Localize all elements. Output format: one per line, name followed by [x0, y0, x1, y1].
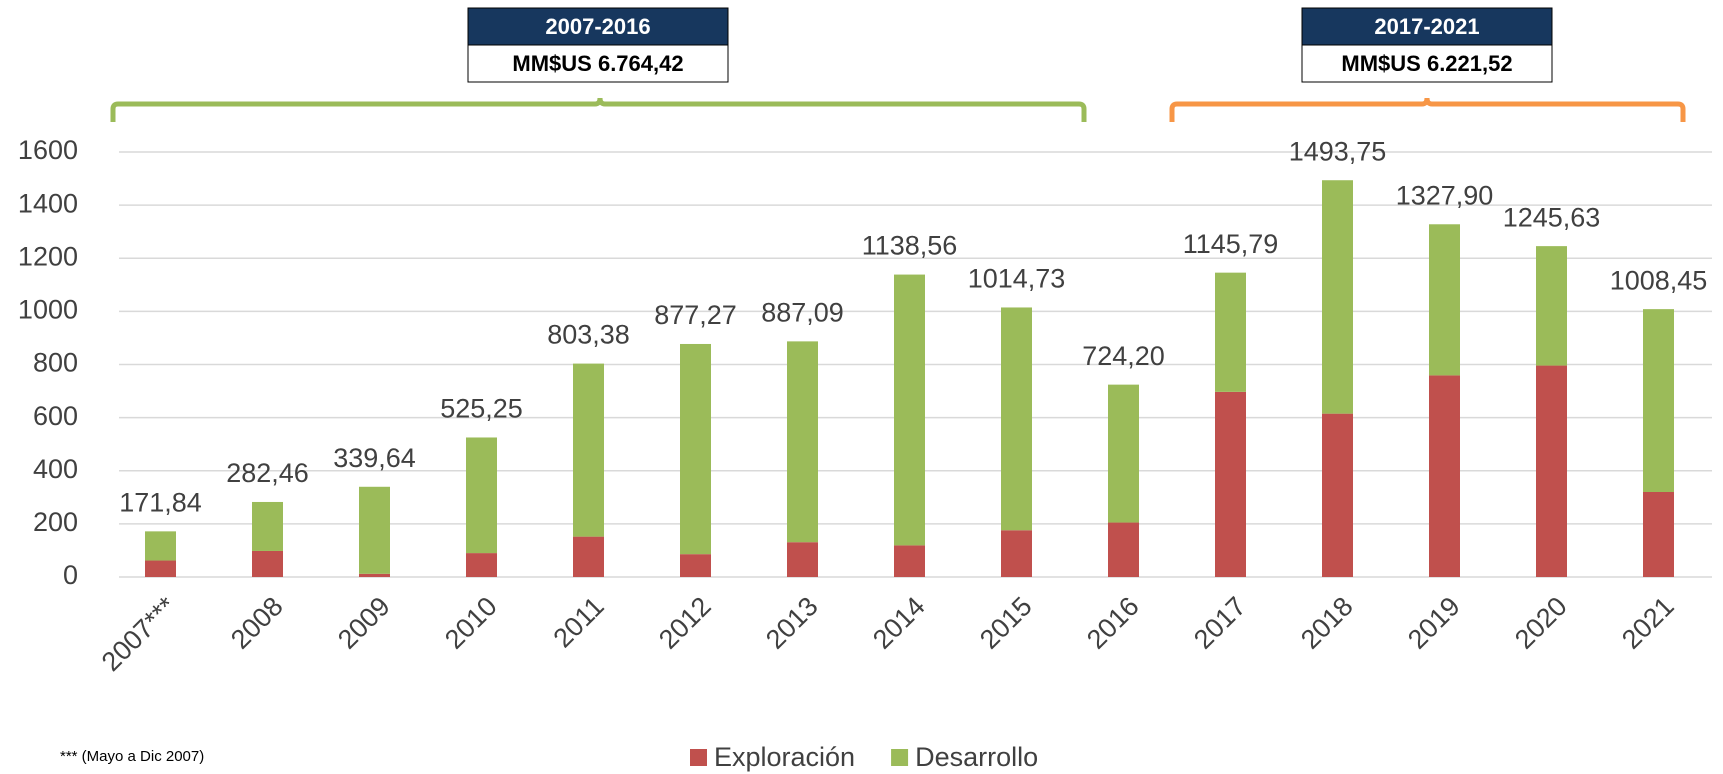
- bar-segment: [1215, 272, 1246, 392]
- bar-segment: [1536, 365, 1567, 577]
- total-label: 1493,75: [1289, 136, 1387, 166]
- bar-segment: [1001, 530, 1032, 577]
- bar-segment: [1108, 522, 1139, 577]
- total-label: 1014,73: [968, 264, 1066, 294]
- legend-swatch: [690, 749, 707, 766]
- x-tick-label: 2007***: [96, 591, 182, 677]
- bar-segment: [787, 341, 818, 543]
- x-tick-label: 2016: [1081, 591, 1145, 655]
- bar-segment: [252, 501, 283, 551]
- total-label: 887,09: [761, 297, 844, 327]
- y-tick-label: 1000: [18, 295, 78, 325]
- y-tick-label: 1600: [18, 135, 78, 165]
- bar-segment: [1536, 246, 1567, 366]
- bar-segment: [252, 550, 283, 577]
- bar-segment: [359, 573, 390, 577]
- bar-segment: [894, 545, 925, 577]
- y-tick-label: 400: [33, 454, 78, 484]
- total-label: 171,84: [119, 487, 202, 517]
- total-label: 1008,45: [1610, 265, 1708, 295]
- bar-segment: [1643, 309, 1674, 492]
- legend-label: Desarrollo: [915, 742, 1038, 772]
- total-label: 1138,56: [862, 231, 958, 261]
- total-label: 525,25: [440, 394, 523, 424]
- annotation-box: [1301, 44, 1553, 83]
- y-tick-label: 1400: [18, 188, 78, 218]
- bar-segment: [145, 560, 176, 577]
- bar-segment: [466, 553, 497, 577]
- bar-segment: [787, 542, 818, 577]
- bar-segment: [573, 536, 604, 577]
- bar-segment: [680, 343, 711, 555]
- x-tick-label: 2009: [332, 591, 396, 655]
- x-tick-label: 2014: [867, 591, 931, 655]
- annotation-amount: MM$US 6.764,42: [512, 51, 683, 76]
- bar-segment: [145, 531, 176, 561]
- y-tick-label: 1200: [18, 241, 78, 271]
- total-label: 724,20: [1082, 341, 1165, 371]
- bar-segment: [1001, 307, 1032, 531]
- x-tick-label: 2013: [760, 591, 824, 655]
- y-tick-label: 800: [33, 348, 78, 378]
- x-tick-label: 2017: [1188, 591, 1252, 655]
- annotation-box: [467, 44, 729, 83]
- total-label: 803,38: [547, 320, 630, 350]
- y-tick-label: 600: [33, 401, 78, 431]
- bar-segment: [466, 437, 497, 554]
- x-tick-label: 2010: [439, 591, 503, 655]
- bar-segment: [1322, 180, 1353, 414]
- total-label: 1327,90: [1396, 180, 1494, 210]
- annotation-period: 2007-2016: [545, 14, 650, 39]
- bar-segment: [359, 486, 390, 574]
- x-tick-label: 2012: [653, 591, 717, 655]
- bracket: [1169, 97, 1686, 122]
- y-tick-label: 0: [63, 560, 78, 590]
- x-tick-label: 2015: [974, 591, 1038, 655]
- x-tick-label: 2011: [548, 591, 610, 653]
- x-tick-label: 2020: [1509, 591, 1573, 655]
- total-label: 1145,79: [1183, 229, 1279, 259]
- bar-segment: [1429, 224, 1460, 376]
- x-tick-label: 2008: [225, 591, 289, 655]
- bar-segment: [573, 363, 604, 537]
- annotation-amount: MM$US 6.221,52: [1341, 51, 1512, 76]
- annotation-box: [467, 7, 729, 46]
- legend-label: Exploración: [714, 742, 855, 772]
- bar-segment: [1643, 492, 1674, 577]
- bar-segment: [1322, 413, 1353, 577]
- bar-segment: [680, 554, 711, 577]
- total-label: 339,64: [333, 443, 416, 473]
- x-tick-label: 2021: [1616, 591, 1680, 655]
- total-label: 877,27: [654, 300, 737, 330]
- bar-segment: [1108, 384, 1139, 523]
- bar-segment: [894, 274, 925, 546]
- bar-segment: [1215, 391, 1246, 577]
- x-tick-label: 2018: [1295, 591, 1359, 655]
- bracket: [110, 97, 1087, 122]
- annotation-period: 2017-2021: [1374, 14, 1479, 39]
- total-label: 282,46: [226, 458, 309, 488]
- footnote: *** (Mayo a Dic 2007): [60, 748, 204, 765]
- x-tick-label: 2019: [1402, 591, 1466, 655]
- annotation-box: [1301, 7, 1553, 46]
- legend-swatch: [891, 749, 909, 766]
- total-label: 1245,63: [1503, 202, 1601, 232]
- bar-segment: [1429, 375, 1460, 577]
- y-tick-label: 200: [33, 507, 78, 537]
